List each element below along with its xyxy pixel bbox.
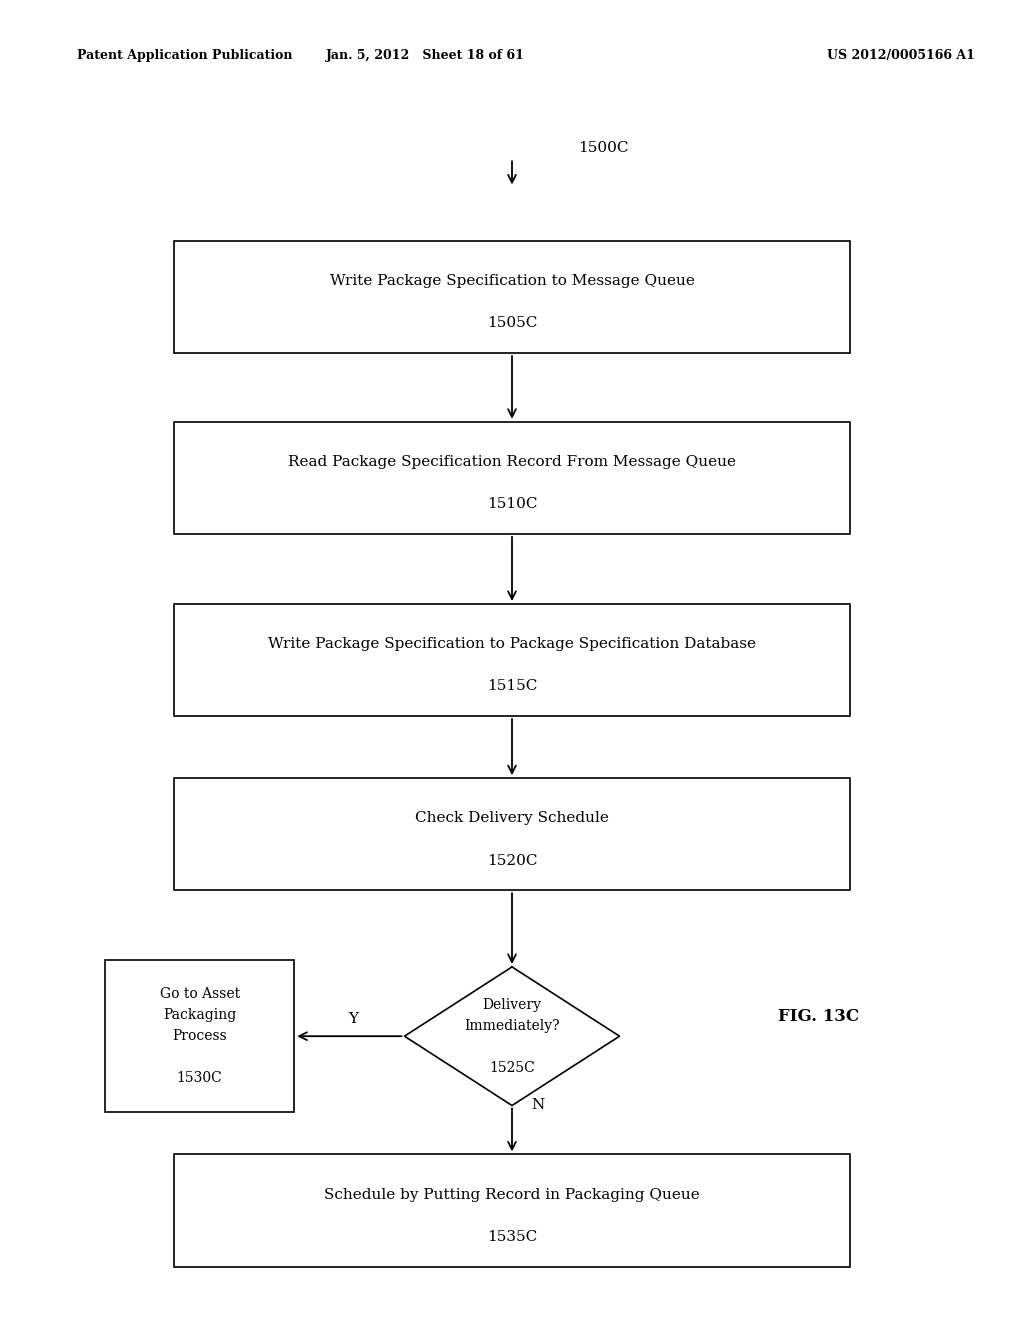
Text: Check Delivery Schedule: Check Delivery Schedule	[415, 812, 609, 825]
Bar	[174, 605, 850, 715]
Text: N: N	[531, 1098, 544, 1111]
Text: Patent Application Publication: Patent Application Publication	[77, 49, 292, 62]
Text: 1530C: 1530C	[177, 1072, 222, 1085]
Polygon shape	[404, 966, 620, 1106]
Text: Packaging: Packaging	[163, 1008, 237, 1022]
Text: US 2012/0005166 A1: US 2012/0005166 A1	[827, 49, 975, 62]
Text: 1525C: 1525C	[489, 1061, 535, 1074]
Text: FIG. 13C: FIG. 13C	[778, 1008, 859, 1024]
Text: Read Package Specification Record From Message Queue: Read Package Specification Record From M…	[288, 455, 736, 469]
Text: Go to Asset: Go to Asset	[160, 987, 240, 1001]
Text: Write Package Specification to Message Queue: Write Package Specification to Message Q…	[330, 275, 694, 288]
Text: Delivery: Delivery	[482, 998, 542, 1011]
Bar	[174, 777, 850, 890]
Bar	[174, 240, 850, 352]
Text: Jan. 5, 2012   Sheet 18 of 61: Jan. 5, 2012 Sheet 18 of 61	[326, 49, 524, 62]
Bar	[174, 1154, 850, 1267]
Text: 1520C: 1520C	[486, 854, 538, 867]
Text: Process: Process	[172, 1030, 227, 1043]
Text: 1510C: 1510C	[486, 498, 538, 511]
Text: 1500C: 1500C	[579, 141, 629, 154]
Text: 1515C: 1515C	[486, 680, 538, 693]
Bar	[174, 422, 850, 533]
Text: Write Package Specification to Package Specification Database: Write Package Specification to Package S…	[268, 638, 756, 651]
Text: Y: Y	[348, 1012, 358, 1026]
Text: Immediately?: Immediately?	[464, 1019, 560, 1032]
Text: Schedule by Putting Record in Packaging Queue: Schedule by Putting Record in Packaging …	[325, 1188, 699, 1201]
Text: 1535C: 1535C	[486, 1230, 538, 1243]
Text: 1505C: 1505C	[486, 317, 538, 330]
Bar	[105, 961, 295, 1111]
